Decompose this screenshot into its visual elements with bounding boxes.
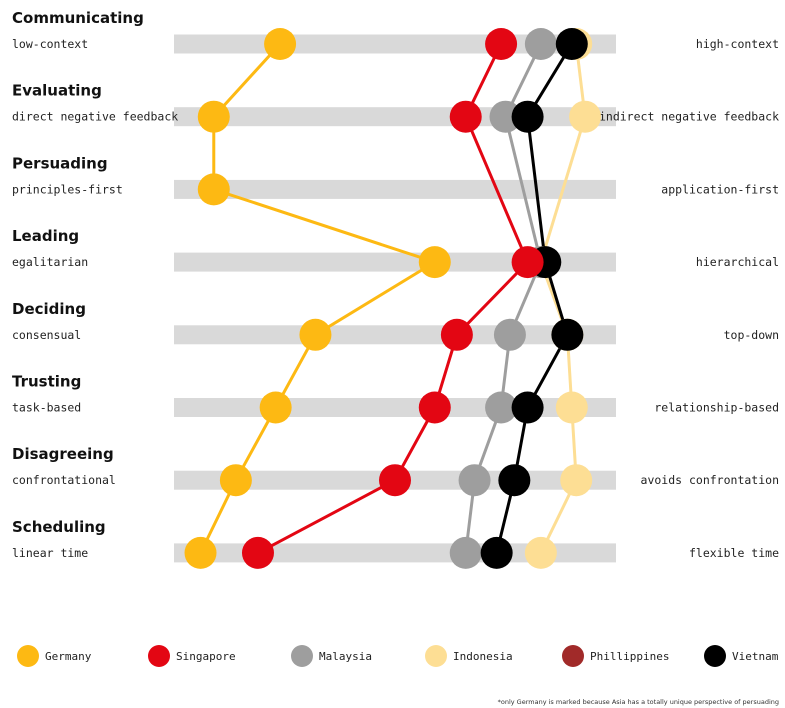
point-germany-deciding xyxy=(299,318,332,351)
point-vietnam-deciding xyxy=(551,318,584,351)
scale-bar-persuading xyxy=(174,179,616,199)
point-vietnam-trusting xyxy=(511,391,544,424)
point-malaysia-deciding xyxy=(493,318,526,351)
point-vietnam-scheduling xyxy=(480,536,513,569)
point-germany-persuading xyxy=(197,173,230,206)
legend-label-malaysia: Malaysia xyxy=(319,650,372,663)
point-singapore-trusting xyxy=(418,391,451,424)
legend-marker-phillippines xyxy=(562,645,584,667)
point-singapore-leading xyxy=(511,246,544,279)
right-pole-label-persuading: application-first xyxy=(661,182,779,196)
point-singapore-disagreeing xyxy=(379,464,411,497)
left-pole-label-deciding: consensual xyxy=(12,328,81,342)
left-pole-label-communicating: low-context xyxy=(12,37,88,51)
point-malaysia-scheduling xyxy=(449,536,482,569)
legend-label-vietnam: Vietnam xyxy=(732,650,779,663)
point-malaysia-disagreeing xyxy=(458,464,491,497)
legend-marker-vietnam xyxy=(704,645,726,667)
dimension-title-communicating: Communicating xyxy=(12,9,144,27)
right-pole-label-deciding: top-down xyxy=(724,328,779,342)
legend-label-phillippines: Phillippines xyxy=(590,650,669,663)
point-germany-scheduling xyxy=(184,536,217,569)
legend-marker-singapore xyxy=(148,645,170,667)
left-pole-label-evaluating: direct negative feedback xyxy=(12,110,178,124)
point-malaysia-evaluating xyxy=(489,100,522,133)
legend: Germany Singapore Malaysia Indonesia Phillip… xyxy=(17,645,779,667)
dimension-title-persuading: Persuading xyxy=(12,154,108,172)
point-vietnam-communicating xyxy=(555,28,588,60)
dimension-title-leading: Leading xyxy=(12,227,79,245)
right-pole-label-leading: hierarchical xyxy=(696,255,779,269)
left-pole-label-persuading: principles-first xyxy=(12,182,123,196)
dimension-title-trusting: Trusting xyxy=(12,373,81,391)
point-singapore-evaluating xyxy=(449,100,482,133)
scale-bar-deciding xyxy=(174,325,616,345)
point-germany-trusting xyxy=(259,391,292,424)
scale-bar-trusting xyxy=(174,398,616,417)
point-indonesia-disagreeing xyxy=(560,464,593,497)
legend-marker-malaysia xyxy=(291,645,313,667)
point-singapore-scheduling xyxy=(241,536,274,569)
legend-marker-indonesia xyxy=(425,645,447,667)
right-pole-label-communicating: high-context xyxy=(696,37,779,51)
point-germany-communicating xyxy=(264,28,297,60)
left-pole-label-leading: egalitarian xyxy=(12,255,88,269)
point-indonesia-scheduling xyxy=(524,536,557,569)
right-pole-label-scheduling: flexible time xyxy=(689,546,779,560)
scale-bar-leading xyxy=(174,252,616,272)
dimension-title-deciding: Deciding xyxy=(12,300,86,318)
point-malaysia-trusting xyxy=(485,391,518,424)
right-pole-label-trusting: relationship-based xyxy=(654,401,779,415)
point-indonesia-evaluating xyxy=(569,100,602,133)
point-germany-disagreeing xyxy=(219,464,252,497)
dimension-title-scheduling: Scheduling xyxy=(12,518,106,536)
series-points xyxy=(184,28,602,569)
legend-marker-germany xyxy=(17,645,39,667)
left-pole-label-trusting: task-based xyxy=(12,401,81,415)
right-pole-label-disagreeing: avoids confrontation xyxy=(641,473,779,487)
point-singapore-communicating xyxy=(485,28,518,60)
scale-bar-evaluating xyxy=(174,107,616,127)
point-vietnam-evaluating xyxy=(511,100,544,133)
left-pole-label-disagreeing: confrontational xyxy=(12,473,116,487)
left-pole-label-scheduling: linear time xyxy=(12,546,88,560)
point-germany-leading xyxy=(418,246,451,279)
point-malaysia-communicating xyxy=(524,28,557,60)
dimension-titles: Communicating low-context high-context Eval… xyxy=(12,9,779,560)
dimension-title-disagreeing: Disagreeing xyxy=(12,445,114,463)
legend-label-indonesia: Indonesia xyxy=(453,650,513,663)
point-singapore-deciding xyxy=(440,318,473,351)
point-vietnam-disagreeing xyxy=(498,464,531,497)
legend-label-singapore: Singapore xyxy=(176,650,236,663)
dimension-title-evaluating: Evaluating xyxy=(12,82,102,100)
footnote: *only Germany is marked because Asia has… xyxy=(498,698,779,706)
right-pole-label-evaluating: indirect negative feedback xyxy=(599,110,779,124)
point-indonesia-trusting xyxy=(555,391,588,424)
legend-label-germany: Germany xyxy=(45,650,92,663)
point-germany-evaluating xyxy=(197,100,230,133)
